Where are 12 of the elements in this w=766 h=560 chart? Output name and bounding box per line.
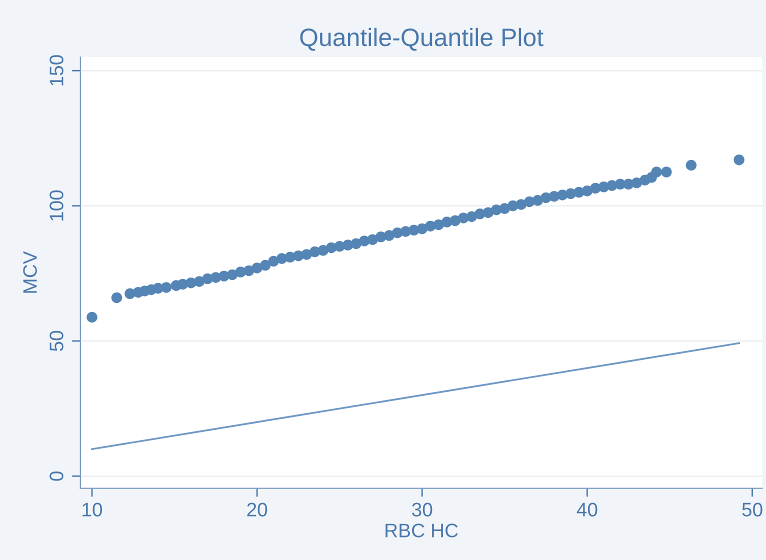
chart-title: Quantile-Quantile Plot	[300, 28, 544, 51]
x-tick-label: 10	[82, 502, 102, 516]
y-tick-label: 50	[50, 330, 64, 352]
x-tick-label: 30	[412, 502, 432, 516]
x-tick-label: 50	[742, 502, 762, 516]
y-tick-label: 0	[50, 472, 64, 481]
x-axis-title: RBC HC	[386, 524, 458, 538]
y-axis-title: MCV	[23, 251, 37, 293]
x-tick-label: 40	[576, 502, 598, 516]
y-tick-label: 100	[50, 190, 64, 221]
x-tick-label: 20	[247, 502, 268, 516]
y-tick-label: 150	[50, 55, 64, 86]
